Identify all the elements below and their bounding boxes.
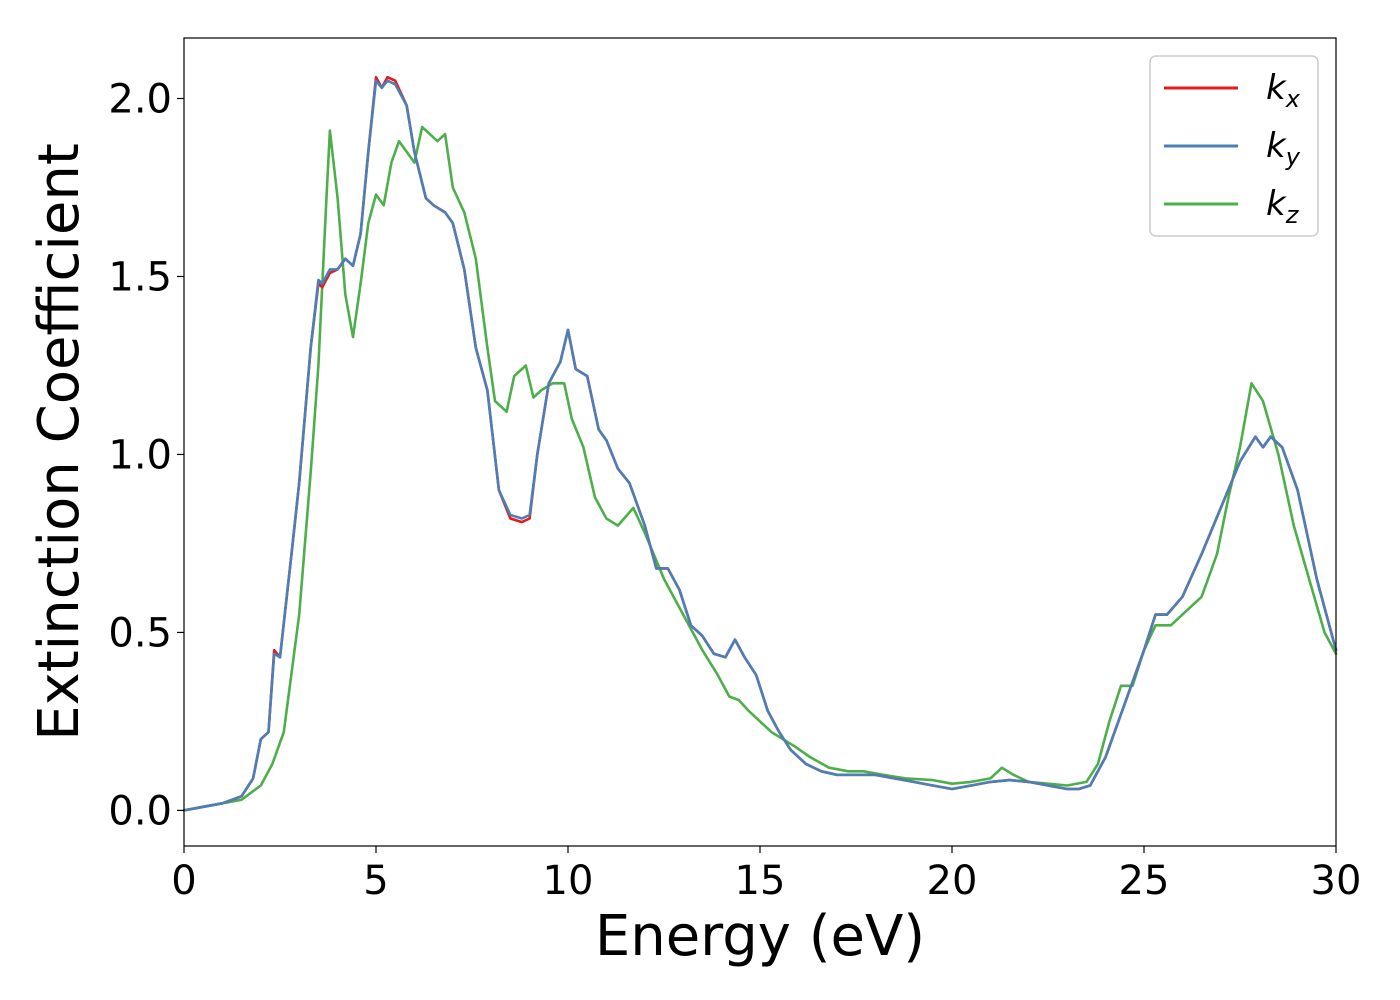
- x-axis-ticks: 0 5 10 15 20 25 30: [171, 846, 1361, 904]
- x-tick-label: 20: [927, 858, 978, 904]
- legend-label-main: k: [1266, 126, 1287, 166]
- x-tick-label: 5: [363, 858, 388, 904]
- y-tick-label: 0.0: [108, 788, 172, 834]
- y-tick-label: 2.0: [108, 77, 172, 123]
- x-tick-label: 10: [543, 858, 594, 904]
- legend-label-kx: kx: [1266, 68, 1301, 113]
- legend-label-ky: ky: [1266, 126, 1301, 171]
- legend-label-main: k: [1266, 68, 1287, 108]
- y-tick-label: 0.5: [108, 610, 172, 656]
- y-axis-ticks: 0.0 0.5 1.0 1.5 2.0: [108, 77, 184, 834]
- x-tick-label: 0: [171, 858, 196, 904]
- x-tick-label: 30: [1311, 858, 1362, 904]
- y-tick-label: 1.5: [108, 254, 172, 300]
- legend-label-subscript: x: [1285, 85, 1301, 113]
- legend-label-subscript: z: [1285, 201, 1300, 229]
- x-axis-label: Energy (eV): [595, 904, 925, 969]
- y-tick-label: 1.0: [108, 432, 172, 478]
- x-tick-label: 15: [735, 858, 786, 904]
- y-axis-label: Extinction Coefficient: [27, 143, 92, 741]
- legend-label-main: k: [1266, 184, 1287, 224]
- plot-lines: [182, 75, 1338, 812]
- x-tick-label: 25: [1119, 858, 1170, 904]
- legend-label-subscript: y: [1285, 143, 1301, 171]
- legend-label-kz: kz: [1266, 184, 1300, 229]
- series-line-ky: [182, 79, 1338, 812]
